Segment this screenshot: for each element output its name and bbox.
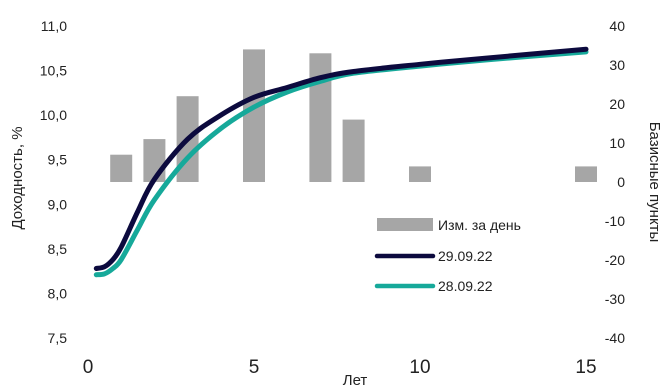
legend-label: Изм. за день (438, 217, 521, 233)
bar (243, 49, 265, 183)
legend: Изм. за день 29.09.22 28.09.22 (374, 217, 521, 294)
lines-layer (93, 46, 589, 278)
right-y-tick-label: 20 (609, 96, 625, 112)
right-y-tick-label: 40 (609, 18, 625, 34)
bars-layer (110, 49, 597, 183)
series-line-29-09-22 (93, 46, 589, 271)
right-y-tick-label: -40 (605, 330, 625, 346)
x-tick-label: 15 (575, 357, 596, 378)
bar (409, 166, 431, 182)
left-y-tick-label: 9,5 (48, 152, 68, 168)
left-y-tick-label: 10,0 (40, 107, 67, 123)
right-y-tick-label: 10 (609, 135, 625, 151)
series-line-28-09-22 (93, 49, 589, 278)
right-y-axis-title: Базисные пункты (646, 122, 663, 243)
legend-label: 28.09.22 (438, 278, 493, 294)
right-y-tick-label: -10 (605, 213, 625, 229)
bar (309, 53, 332, 182)
bar (110, 154, 133, 182)
left-y-tick-label: 8,0 (48, 285, 68, 301)
left-y-tick-label: 11,0 (41, 18, 67, 34)
left-y-tick-label: 10,5 (40, 63, 67, 79)
left-y-axis-title: Доходность, % (9, 126, 26, 229)
right-y-tick-label: 0 (617, 174, 625, 190)
right-y-tick-label: -30 (605, 291, 625, 307)
axes-layer: 7,5 8,0 8,5 9,0 9,5 10,0 10,5 11,0 -40 -30 -20 -10 0… (9, 18, 663, 389)
legend-label: 29.09.22 (438, 248, 493, 264)
x-tick-label: 5 (249, 357, 260, 378)
bar (342, 119, 365, 182)
left-y-tick-label: 8,5 (48, 241, 68, 257)
bar (575, 166, 597, 182)
right-y-tick-label: -20 (605, 252, 625, 268)
x-tick-label: 10 (409, 357, 430, 378)
right-y-tick-label: 30 (609, 57, 625, 73)
x-axis-title: Лет (343, 372, 368, 387)
left-y-tick-label: 9,0 (48, 196, 68, 212)
x-tick-label: 0 (83, 357, 94, 378)
legend-swatch-bar (377, 218, 433, 231)
left-y-tick-label: 7,5 (48, 330, 68, 346)
